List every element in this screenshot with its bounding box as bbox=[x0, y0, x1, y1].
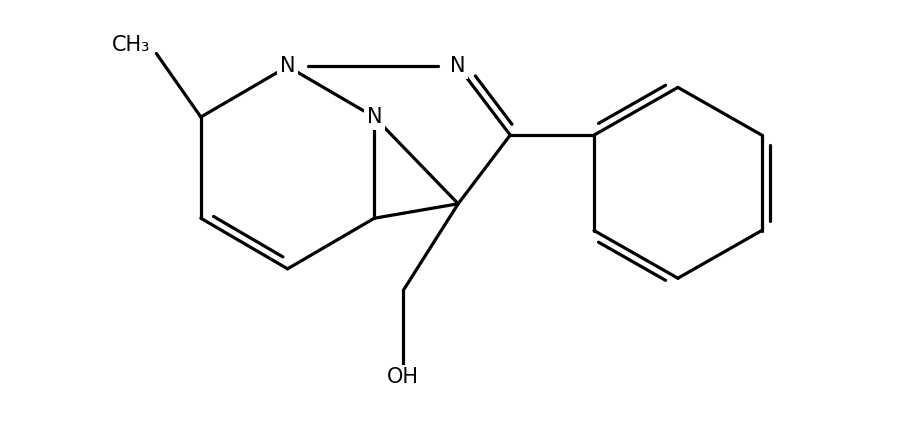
Text: OH: OH bbox=[387, 367, 419, 387]
Text: CH₃: CH₃ bbox=[112, 35, 150, 55]
Text: N: N bbox=[366, 107, 382, 127]
Text: N: N bbox=[280, 57, 295, 76]
Text: N: N bbox=[450, 57, 466, 76]
